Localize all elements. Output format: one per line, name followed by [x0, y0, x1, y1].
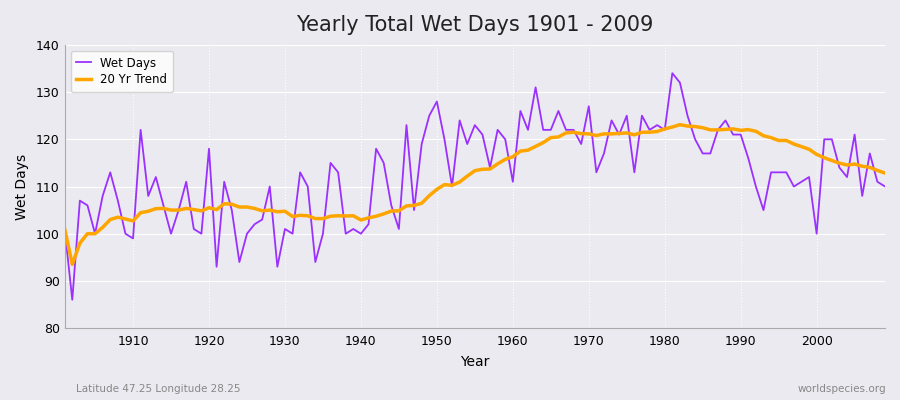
20 Yr Trend — [294, 213, 305, 218]
Wet Days — [607, 118, 617, 123]
Wet Days — [67, 297, 77, 302]
Wet Days — [515, 108, 526, 113]
20 Yr Trend — [515, 149, 526, 154]
Wet Days — [128, 236, 139, 241]
Legend: Wet Days, 20 Yr Trend: Wet Days, 20 Yr Trend — [70, 51, 173, 92]
20 Yr Trend — [879, 171, 890, 176]
Wet Days — [879, 184, 890, 189]
Line: 20 Yr Trend: 20 Yr Trend — [65, 125, 885, 264]
20 Yr Trend — [340, 214, 351, 218]
Wet Days — [508, 179, 518, 184]
Wet Days — [667, 71, 678, 76]
20 Yr Trend — [59, 226, 70, 231]
Wet Days — [294, 170, 305, 175]
Text: worldspecies.org: worldspecies.org — [798, 384, 886, 394]
Wet Days — [340, 231, 351, 236]
Wet Days — [59, 226, 70, 231]
Y-axis label: Wet Days: Wet Days — [15, 154, 29, 220]
20 Yr Trend — [508, 154, 518, 159]
20 Yr Trend — [674, 122, 685, 127]
20 Yr Trend — [67, 262, 77, 267]
20 Yr Trend — [128, 218, 139, 223]
Title: Yearly Total Wet Days 1901 - 2009: Yearly Total Wet Days 1901 - 2009 — [296, 15, 653, 35]
X-axis label: Year: Year — [460, 355, 490, 369]
Line: Wet Days: Wet Days — [65, 73, 885, 300]
Text: Latitude 47.25 Longitude 28.25: Latitude 47.25 Longitude 28.25 — [76, 384, 241, 394]
20 Yr Trend — [607, 132, 617, 136]
